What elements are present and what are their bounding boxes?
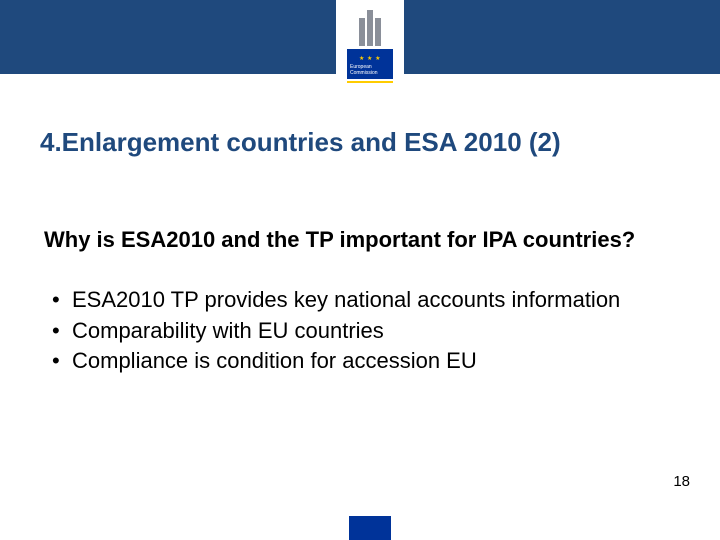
ec-logo-pillars	[352, 6, 388, 46]
ec-logo-pillar	[367, 10, 373, 46]
list-item: Comparability with EU countries	[44, 317, 684, 346]
slide-subtitle: Why is ESA2010 and the TP important for …	[44, 226, 684, 254]
ec-logo-pillar	[359, 18, 365, 46]
slide: ★ ★ ★ European Commission 4.Enlargement …	[0, 0, 720, 540]
footer-flag-icon	[349, 516, 391, 540]
eu-flag-stars: ★ ★ ★	[347, 56, 393, 62]
ec-logo-text: European Commission	[350, 65, 378, 76]
eu-flag-icon: ★ ★ ★ European Commission	[347, 49, 393, 79]
list-item: Compliance is condition for accession EU	[44, 347, 684, 376]
slide-title: 4.Enlargement countries and ESA 2010 (2)	[40, 126, 680, 159]
ec-logo-underline	[347, 81, 393, 83]
ec-logo: ★ ★ ★ European Commission	[336, 0, 404, 100]
ec-logo-text-line2: Commission	[350, 70, 378, 76]
ec-logo-pillar	[375, 18, 381, 46]
bullet-list: ESA2010 TP provides key national account…	[44, 286, 684, 378]
list-item: ESA2010 TP provides key national account…	[44, 286, 684, 315]
page-number: 18	[673, 473, 690, 490]
